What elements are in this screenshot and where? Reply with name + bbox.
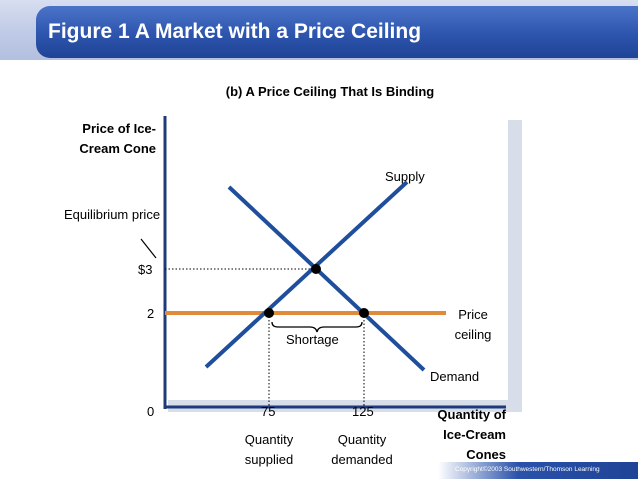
equilibrium-point <box>311 264 321 274</box>
y-tick-2: 2 <box>147 306 155 321</box>
x-tick-75: 75 <box>261 404 276 419</box>
shortage-brace <box>271 321 363 333</box>
title-banner: Figure 1 A Market with a Price Ceiling <box>36 6 638 58</box>
demand-label: Demand <box>430 369 480 384</box>
x-tick-125: 125 <box>352 404 374 419</box>
shortage-label: Shortage <box>286 332 339 347</box>
copyright-text: Copyright©2003 Southwestern/Thomson Lear… <box>455 466 600 473</box>
supply-curve <box>204 180 409 369</box>
x-axis-label: Quantity of Ice-Cream Cones <box>437 407 506 462</box>
quantity-demanded-label: Quantity demanded <box>331 432 393 467</box>
equilibrium-pointer <box>140 238 157 259</box>
price-ceiling-label: Price ceiling <box>454 307 492 342</box>
y-tick-3: $3 <box>138 262 153 277</box>
y-axis-label: Price of Ice-Cream Cone <box>79 121 156 156</box>
page-title: Figure 1 A Market with a Price Ceiling <box>48 20 422 43</box>
quantity-supplied-point <box>264 308 274 318</box>
plot-shadow-right <box>508 120 522 410</box>
quantity-demanded-point <box>359 308 369 318</box>
equilibrium-price-label: Equilibrium price <box>63 207 161 222</box>
footer-strip <box>438 462 638 479</box>
quantity-supplied-label: Quantity supplied <box>244 432 294 467</box>
plot-area <box>165 118 521 408</box>
supply-label: Supply <box>385 169 425 184</box>
demand-curve <box>227 185 426 372</box>
origin-label: 0 <box>147 404 155 419</box>
figure-subtitle: (b) A Price Ceiling That Is Binding <box>225 84 435 99</box>
